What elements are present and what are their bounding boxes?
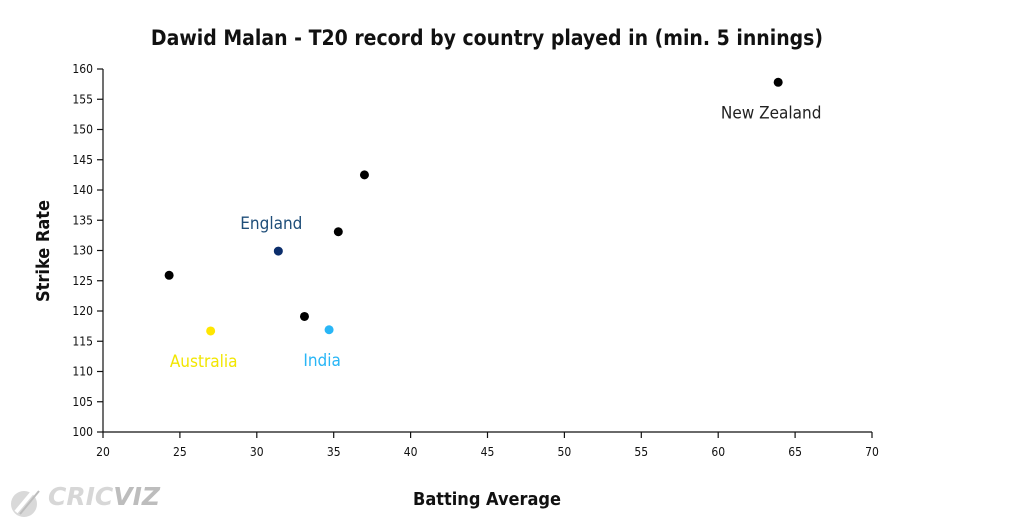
logo-text-viz: VIZ [113,482,161,511]
x-tick-label: 50 [558,445,572,459]
x-tick-label: 25 [173,445,187,459]
data-points [164,77,783,336]
y-tick-label: 155 [72,92,93,106]
y-tick-label: 150 [72,123,93,137]
x-tick-label: 20 [96,445,110,459]
x-tick-label: 70 [865,445,879,459]
data-point [273,246,283,256]
data-point [773,77,783,87]
logo-wordmark: CRICVIZ [48,482,160,511]
data-point [206,326,216,336]
data-point [324,325,334,335]
y-axis-label: Strike Rate [33,200,54,302]
x-ticks: 20 25 30 35 40 45 50 55 60 65 70 [96,432,879,459]
point-label: New Zealand [721,103,822,123]
x-axis-label: Batting Average [413,489,561,510]
x-tick-label: 65 [788,445,802,459]
y-tick-label: 105 [72,395,93,409]
x-tick-label: 60 [711,445,725,459]
y-tick-label: 135 [72,213,93,227]
y-tick-label: 120 [72,304,93,318]
point-labels: New Zealand England India Australia [170,103,822,372]
point-label: Australia [170,352,238,372]
logo-text-cric: CRIC [48,482,114,511]
cricviz-logo: CRICVIZ [8,478,160,526]
x-tick-label: 45 [481,445,495,459]
y-tick-label: 145 [72,153,93,167]
y-tick-label: 100 [72,425,93,439]
data-point [359,170,369,180]
y-tick-label: 115 [72,334,93,348]
point-label: India [303,351,341,371]
x-tick-label: 40 [404,445,418,459]
cricket-ball-icon [11,486,40,517]
x-tick-label: 35 [327,445,341,459]
y-tick-label: 140 [72,183,93,197]
x-tick-label: 30 [250,445,264,459]
point-label: England [240,214,302,234]
chart-title: Dawid Malan - T20 record by country play… [151,26,823,50]
data-point [333,227,343,237]
y-tick-label: 110 [72,365,93,379]
x-tick-label: 55 [634,445,648,459]
y-tick-label: 125 [72,274,93,288]
y-ticks: 100 105 110 115 120 125 130 135 140 145 150 155 160 [72,62,103,439]
y-tick-label: 160 [72,62,93,76]
data-point [164,270,174,280]
data-point [299,311,309,321]
y-tick-label: 130 [72,244,93,258]
